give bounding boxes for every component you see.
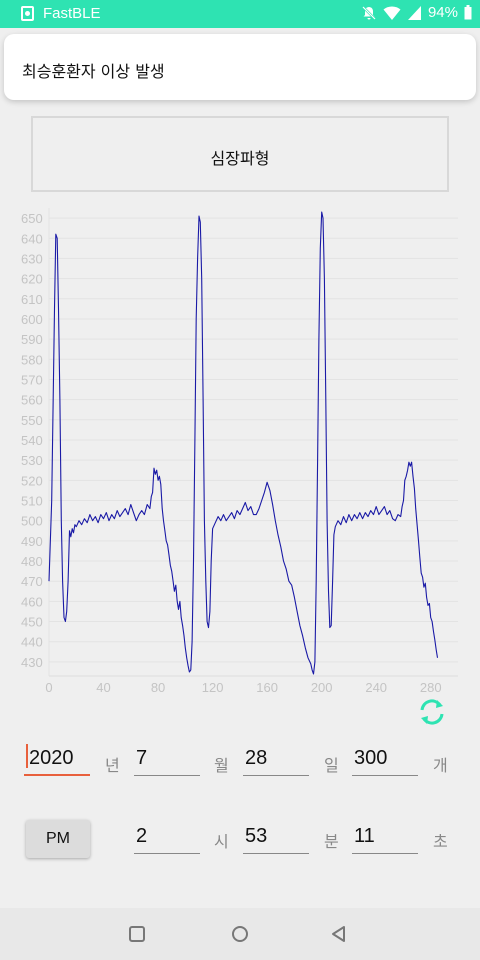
battery-icon [464, 5, 472, 20]
recents-icon[interactable] [127, 924, 147, 944]
minute-value: 53 [245, 825, 268, 847]
hour-unit: 시 [214, 832, 229, 851]
x-tick-label: 80 [151, 680, 165, 695]
second-value: 11 [354, 825, 375, 847]
status-app-name: FastBLE [43, 5, 101, 22]
ecg-series-line [48, 211, 439, 675]
y-tick-label: 630 [21, 251, 43, 266]
time-row: PM 2 시 53 분 11 초 [0, 820, 480, 864]
minute-unit: 분 [324, 832, 339, 851]
app-notification-icon [21, 6, 34, 21]
day-value: 28 [245, 747, 268, 769]
y-tick-label: 560 [21, 393, 43, 408]
ecg-chart: 430 440 450 460 470 480 490 500 510 520 530 540 550 5… [21, 208, 458, 695]
x-tick-label: 40 [96, 680, 110, 695]
count-unit: 개 [433, 756, 448, 775]
refresh-icon[interactable] [416, 696, 448, 728]
month-field[interactable]: 7 [134, 744, 200, 776]
hour-value: 2 [136, 825, 148, 847]
waveform-title: 심장파형 [210, 149, 270, 168]
waveform-title-box: 심장파형 [31, 116, 449, 192]
count-value: 300 [354, 747, 388, 769]
battery-percent: 94% [427, 4, 458, 21]
y-tick-label: 520 [21, 473, 43, 488]
second-field[interactable]: 11 [352, 822, 418, 854]
y-tick-label: 490 [21, 534, 43, 549]
hour-field[interactable]: 2 [134, 822, 200, 854]
ampm-button[interactable]: PM [26, 820, 90, 858]
x-tick-label: 160 [256, 680, 278, 695]
text-cursor [26, 744, 28, 768]
y-tick-label: 510 [21, 494, 43, 509]
status-bar: FastBLE 94% [0, 0, 480, 28]
y-tick-label: 550 [21, 413, 43, 428]
notification-text: 최승훈환자 이상 발생 [22, 62, 165, 81]
year-value: 2020 [29, 747, 74, 769]
year-field[interactable]: 2020 [24, 744, 90, 776]
y-tick-label: 610 [21, 292, 43, 307]
y-tick-label: 470 [21, 574, 43, 589]
second-unit: 초 [433, 832, 448, 851]
y-tick-label: 440 [21, 635, 43, 650]
back-icon[interactable] [329, 924, 349, 944]
x-tick-label: 240 [365, 680, 387, 695]
y-tick-label: 540 [21, 433, 43, 448]
month-unit: 월 [214, 756, 229, 775]
year-unit: 년 [105, 756, 120, 775]
count-field[interactable]: 300 [352, 744, 418, 776]
status-right-icons: 94% [361, 4, 472, 21]
day-field[interactable]: 28 [243, 744, 309, 776]
y-tick-label: 480 [21, 554, 43, 569]
notification-banner[interactable]: 최승훈환자 이상 발생 [4, 34, 476, 100]
navigation-bar [0, 908, 480, 960]
y-tick-label: 640 [21, 231, 43, 246]
cellular-icon [407, 5, 421, 20]
day-unit: 일 [324, 756, 339, 775]
x-tick-label: 280 [420, 680, 442, 695]
y-tick-label: 600 [21, 312, 43, 327]
home-icon[interactable] [230, 924, 250, 944]
y-tick-label: 570 [21, 372, 43, 387]
y-tick-label: 650 [21, 211, 43, 226]
y-tick-label: 460 [21, 594, 43, 609]
x-tick-label: 120 [202, 680, 224, 695]
wifi-icon [383, 6, 401, 20]
x-tick-label: 200 [311, 680, 333, 695]
y-tick-label: 530 [21, 453, 43, 468]
y-tick-label: 590 [21, 332, 43, 347]
y-tick-label: 450 [21, 615, 43, 630]
date-row: 2020 년 7 월 28 일 300 개 [0, 744, 480, 788]
y-tick-label: 580 [21, 352, 43, 367]
y-tick-label: 500 [21, 514, 43, 529]
y-tick-label: 430 [21, 655, 43, 670]
x-tick-label: 0 [45, 680, 52, 695]
month-value: 7 [136, 747, 148, 769]
y-tick-label: 620 [21, 272, 43, 287]
minute-field[interactable]: 53 [243, 822, 309, 854]
mute-icon [362, 5, 376, 20]
